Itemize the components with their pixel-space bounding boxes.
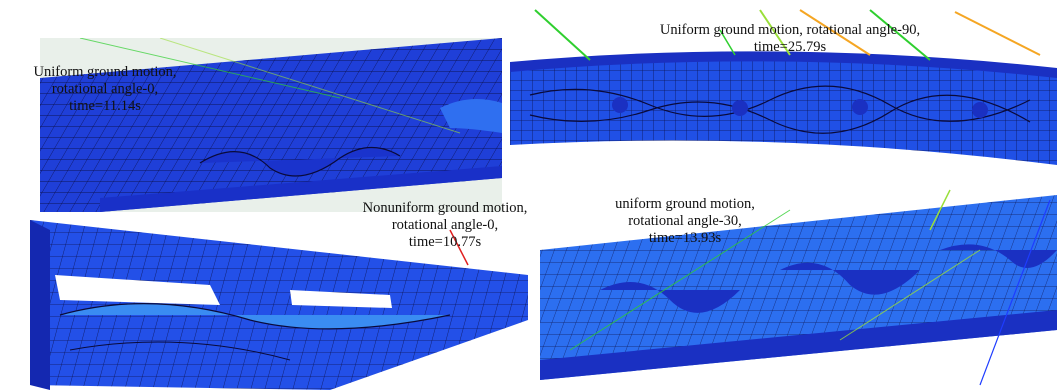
mesh-panel-uniform-30: [540, 190, 1057, 390]
caption-line: time=13.93s: [648, 230, 722, 246]
caption-line: rotational angle-30,: [628, 213, 742, 229]
caption-uniform-0: Uniform ground motion, rotational angle-…: [5, 64, 205, 115]
mesh-render-2: [510, 51, 1057, 165]
caption-line: uniform ground motion,: [615, 196, 755, 212]
caption-nonuniform-0: Nonuniform ground motion, rotational ang…: [335, 200, 555, 251]
caption-line: rotational angle-0,: [391, 217, 499, 233]
caption-line: Uniform ground motion,: [33, 64, 177, 80]
caption-line: Nonuniform ground motion,: [362, 200, 528, 216]
mesh-panel-uniform-90: [510, 50, 1057, 165]
mesh-panel-uniform-0: [40, 38, 502, 212]
caption-line: time=11.14s: [69, 98, 141, 114]
caption-uniform-30: uniform ground motion, rotational angle-…: [585, 196, 785, 247]
mesh-panel-nonuniform-0: [30, 220, 528, 390]
caption-line: Uniform ground motion, rotational angle-…: [659, 22, 921, 38]
mesh-render-4: [540, 195, 1057, 386]
mesh-render-1: [40, 38, 502, 212]
mesh-render-3: [30, 220, 528, 390]
caption-line: rotational angle-0,: [51, 81, 159, 97]
caption-line: time=25.79s: [753, 39, 827, 55]
caption-uniform-90: Uniform ground motion, rotational angle-…: [620, 22, 960, 56]
caption-line: time=10.77s: [408, 234, 482, 250]
